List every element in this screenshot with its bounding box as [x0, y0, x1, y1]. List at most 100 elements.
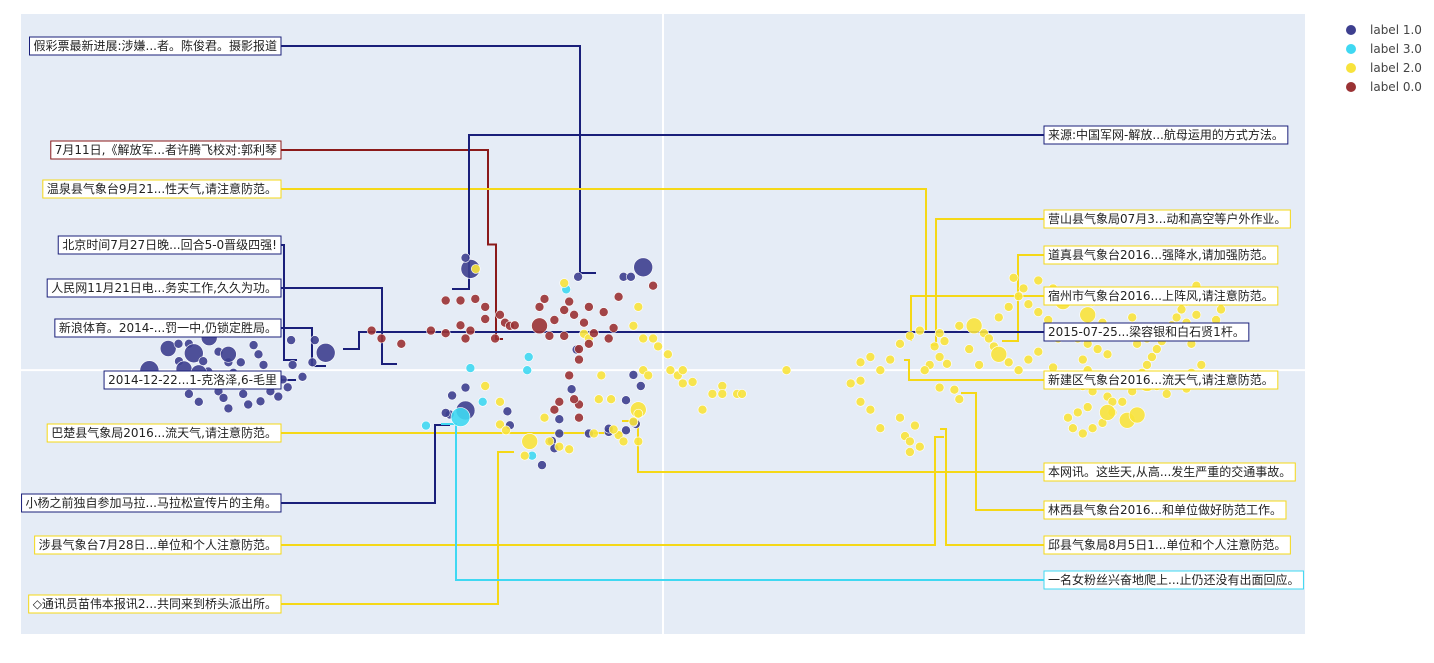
- data-point[interactable]: [628, 370, 639, 380]
- data-point[interactable]: [964, 344, 975, 354]
- legend-item[interactable]: label 1.0: [1346, 23, 1422, 37]
- data-point[interactable]: [495, 419, 505, 430]
- data-point[interactable]: [253, 349, 264, 360]
- data-point[interactable]: [307, 357, 318, 368]
- data-point[interactable]: [905, 436, 915, 447]
- data-point[interactable]: [954, 320, 965, 331]
- data-point[interactable]: [1023, 354, 1034, 365]
- data-point[interactable]: [366, 325, 377, 336]
- data-point[interactable]: [1117, 396, 1128, 407]
- data-point[interactable]: [875, 365, 886, 376]
- data-point[interactable]: [573, 271, 583, 282]
- data-point[interactable]: [218, 393, 229, 403]
- data-point[interactable]: [1033, 275, 1044, 286]
- data-point[interactable]: [544, 436, 555, 447]
- data-point[interactable]: [697, 404, 708, 415]
- data-point[interactable]: [309, 335, 320, 345]
- data-point[interactable]: [1142, 360, 1152, 370]
- data-point[interactable]: [628, 416, 639, 427]
- data-point[interactable]: [584, 302, 594, 312]
- data-point[interactable]: [954, 394, 965, 405]
- data-point[interactable]: [608, 323, 619, 333]
- data-point[interactable]: [618, 436, 629, 447]
- data-point[interactable]: [633, 257, 654, 278]
- data-point[interactable]: [255, 396, 266, 407]
- data-point[interactable]: [965, 317, 983, 335]
- data-point[interactable]: [942, 358, 952, 369]
- data-point[interactable]: [865, 352, 876, 362]
- data-point[interactable]: [974, 360, 984, 370]
- data-point[interactable]: [286, 335, 296, 345]
- data-point[interactable]: [934, 352, 945, 362]
- legend-item[interactable]: label 3.0: [1346, 42, 1422, 56]
- data-point[interactable]: [905, 331, 915, 341]
- data-point[interactable]: [465, 325, 476, 336]
- data-point[interactable]: [495, 396, 505, 407]
- data-point[interactable]: [426, 325, 436, 336]
- data-point[interactable]: [480, 314, 491, 324]
- data-point[interactable]: [455, 320, 466, 331]
- data-point[interactable]: [519, 450, 530, 461]
- data-point[interactable]: [521, 433, 539, 450]
- data-point[interactable]: [447, 390, 457, 401]
- data-point[interactable]: [929, 341, 940, 352]
- data-point[interactable]: [845, 378, 856, 389]
- data-point[interactable]: [549, 315, 560, 325]
- data-point[interactable]: [1087, 423, 1098, 434]
- data-point[interactable]: [297, 371, 308, 382]
- data-point[interactable]: [1196, 360, 1207, 370]
- data-point[interactable]: [495, 309, 505, 320]
- data-point[interactable]: [440, 295, 451, 306]
- data-point[interactable]: [1003, 357, 1014, 368]
- data-point[interactable]: [677, 365, 688, 376]
- data-point[interactable]: [613, 291, 624, 302]
- data-point[interactable]: [939, 336, 950, 346]
- data-point[interactable]: [1127, 312, 1137, 323]
- data-point[interactable]: [282, 382, 293, 393]
- data-point[interactable]: [579, 317, 589, 328]
- data-point[interactable]: [653, 341, 663, 352]
- data-point[interactable]: [638, 333, 649, 344]
- data-point[interactable]: [273, 391, 284, 402]
- data-point[interactable]: [258, 360, 269, 370]
- data-point[interactable]: [173, 338, 184, 349]
- data-point[interactable]: [490, 333, 500, 344]
- data-point[interactable]: [905, 447, 915, 457]
- data-point[interactable]: [460, 382, 471, 393]
- data-point[interactable]: [159, 340, 177, 357]
- data-point[interactable]: [502, 406, 513, 417]
- data-point[interactable]: [287, 360, 298, 370]
- data-point[interactable]: [1068, 423, 1078, 434]
- data-point[interactable]: [717, 389, 728, 399]
- data-point[interactable]: [569, 394, 579, 405]
- data-point[interactable]: [914, 325, 925, 336]
- data-point[interactable]: [477, 396, 488, 407]
- data-point[interactable]: [554, 414, 565, 425]
- data-point[interactable]: [539, 294, 550, 304]
- data-point[interactable]: [596, 370, 607, 381]
- data-point[interactable]: [480, 302, 491, 312]
- data-point[interactable]: [1033, 346, 1044, 357]
- data-point[interactable]: [875, 423, 886, 434]
- data-point[interactable]: [1008, 272, 1019, 283]
- data-point[interactable]: [1191, 309, 1202, 320]
- data-point[interactable]: [1176, 304, 1187, 315]
- data-point[interactable]: [531, 317, 548, 335]
- data-point[interactable]: [564, 296, 575, 307]
- data-point[interactable]: [1013, 365, 1024, 376]
- data-point[interactable]: [1092, 344, 1103, 354]
- data-point[interactable]: [633, 302, 644, 312]
- data-point[interactable]: [539, 412, 550, 423]
- data-point[interactable]: [1128, 406, 1146, 424]
- data-point[interactable]: [633, 436, 644, 447]
- data-point[interactable]: [626, 271, 636, 282]
- data-point[interactable]: [564, 444, 575, 455]
- data-point[interactable]: [643, 370, 654, 381]
- data-point[interactable]: [537, 460, 547, 470]
- data-point[interactable]: [315, 342, 336, 363]
- data-point[interactable]: [593, 394, 604, 405]
- data-point[interactable]: [919, 365, 930, 376]
- data-point[interactable]: [934, 328, 945, 339]
- data-point[interactable]: [1078, 428, 1088, 439]
- data-point[interactable]: [589, 328, 599, 339]
